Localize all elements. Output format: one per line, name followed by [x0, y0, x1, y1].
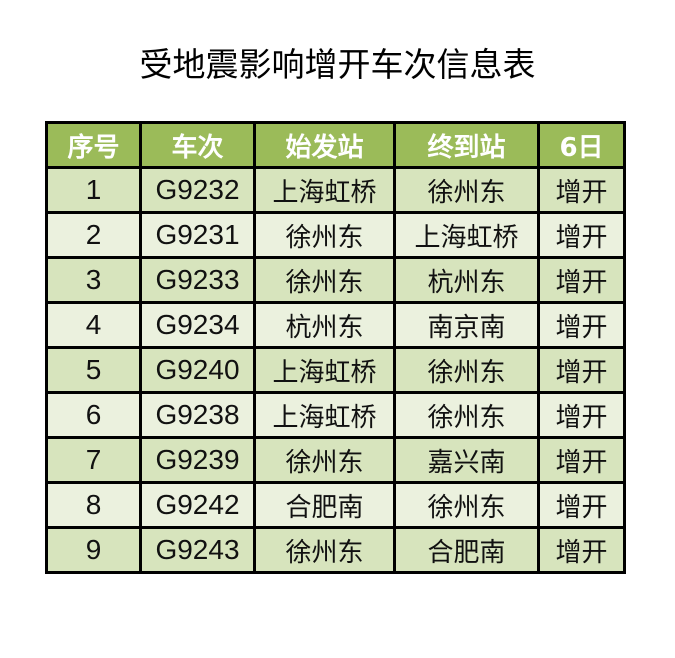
table-row: 8 G9242 合肥南 徐州东 增开	[45, 481, 626, 529]
cell-train: G9232	[139, 166, 256, 214]
table-row: 4 G9234 杭州东 南京南 增开	[45, 301, 626, 349]
header-day6: 6日	[537, 121, 626, 169]
table-row: 6 G9238 上海虹桥 徐州东 增开	[45, 391, 626, 439]
table-header-row: 序号 车次 始发站 终到站 6日	[45, 121, 626, 169]
cell-destination: 徐州东	[393, 481, 540, 529]
cell-index: 1	[45, 166, 142, 214]
table-row: 5 G9240 上海虹桥 徐州东 增开	[45, 346, 626, 394]
page-title: 受地震影响增开车次信息表	[139, 45, 536, 84]
cell-day6: 增开	[537, 166, 626, 214]
cell-day6: 增开	[537, 436, 626, 484]
cell-train: G9233	[139, 256, 256, 304]
cell-index: 4	[45, 301, 142, 349]
cell-index: 2	[45, 211, 142, 259]
cell-train: G9238	[139, 391, 256, 439]
cell-day6: 增开	[537, 346, 626, 394]
cell-index: 3	[45, 256, 142, 304]
cell-day6: 增开	[537, 211, 626, 259]
cell-destination: 徐州东	[393, 391, 540, 439]
cell-origin: 徐州东	[253, 256, 396, 304]
train-table: 序号 车次 始发站 终到站 6日 1 G9232 上海虹桥 徐州东 增开 2 G9231 徐州…	[45, 121, 626, 574]
table-row: 3 G9233 徐州东 杭州东 增开	[45, 256, 626, 304]
cell-origin: 合肥南	[253, 481, 396, 529]
cell-index: 5	[45, 346, 142, 394]
cell-day6: 增开	[537, 301, 626, 349]
cell-origin: 徐州东	[253, 436, 396, 484]
cell-index: 9	[45, 526, 142, 574]
cell-origin: 徐州东	[253, 526, 396, 574]
cell-train: G9231	[139, 211, 256, 259]
cell-train: G9240	[139, 346, 256, 394]
cell-index: 8	[45, 481, 142, 529]
cell-day6: 增开	[537, 391, 626, 439]
cell-origin: 上海虹桥	[253, 391, 396, 439]
cell-destination: 嘉兴南	[393, 436, 540, 484]
cell-destination: 徐州东	[393, 346, 540, 394]
table-row: 7 G9239 徐州东 嘉兴南 增开	[45, 436, 626, 484]
cell-day6: 增开	[537, 256, 626, 304]
cell-index: 6	[45, 391, 142, 439]
cell-day6: 增开	[537, 481, 626, 529]
cell-destination: 南京南	[393, 301, 540, 349]
cell-origin: 徐州东	[253, 211, 396, 259]
cell-destination: 上海虹桥	[393, 211, 540, 259]
cell-origin: 杭州东	[253, 301, 396, 349]
cell-destination: 徐州东	[393, 166, 540, 214]
cell-train: G9234	[139, 301, 256, 349]
header-index: 序号	[45, 121, 142, 169]
cell-index: 7	[45, 436, 142, 484]
cell-origin: 上海虹桥	[253, 346, 396, 394]
table-row: 2 G9231 徐州东 上海虹桥 增开	[45, 211, 626, 259]
cell-destination: 合肥南	[393, 526, 540, 574]
cell-day6: 增开	[537, 526, 626, 574]
cell-origin: 上海虹桥	[253, 166, 396, 214]
header-origin: 始发站	[253, 121, 396, 169]
cell-train: G9243	[139, 526, 256, 574]
header-train: 车次	[139, 121, 256, 169]
table-row: 9 G9243 徐州东 合肥南 增开	[45, 526, 626, 574]
table-row: 1 G9232 上海虹桥 徐州东 增开	[45, 166, 626, 214]
header-destination: 终到站	[393, 121, 540, 169]
cell-train: G9242	[139, 481, 256, 529]
cell-destination: 杭州东	[393, 256, 540, 304]
cell-train: G9239	[139, 436, 256, 484]
